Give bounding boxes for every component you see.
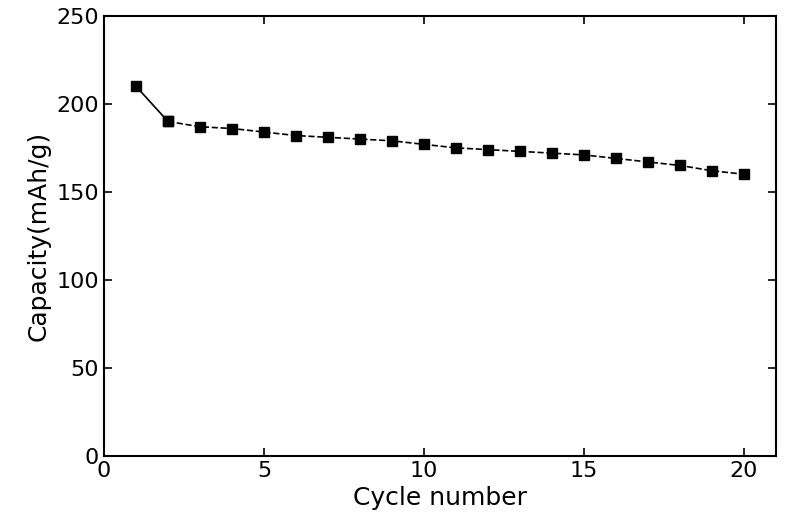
- X-axis label: Cycle number: Cycle number: [353, 486, 527, 510]
- Y-axis label: Capacity(mAh/g): Capacity(mAh/g): [27, 131, 51, 341]
